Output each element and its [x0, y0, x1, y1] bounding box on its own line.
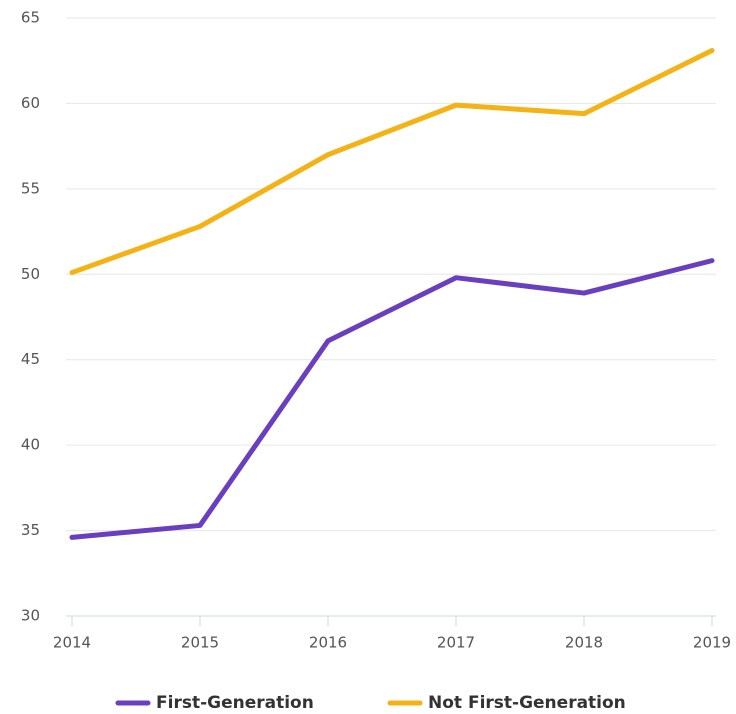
x-tick-label: 2015 — [181, 634, 219, 652]
x-tick-label: 2019 — [693, 634, 731, 652]
x-tick-label: 2016 — [309, 634, 347, 652]
y-tick-label: 50 — [21, 265, 40, 283]
y-tick-label: 40 — [21, 436, 40, 454]
legend-label: First-Generation — [156, 693, 314, 713]
y-tick-label: 55 — [21, 179, 40, 197]
series-line — [69, 258, 715, 540]
y-tick-label: 65 — [21, 9, 40, 27]
x-tick-label: 2018 — [565, 634, 603, 652]
legend-label: Not First-Generation — [428, 693, 626, 713]
y-tick-label: 45 — [21, 350, 40, 368]
series-line — [69, 47, 715, 276]
y-tick-label: 35 — [21, 521, 40, 539]
x-tick-label: 2014 — [53, 634, 91, 652]
x-tick-label: 2017 — [437, 634, 475, 652]
y-tick-label: 30 — [21, 607, 40, 625]
y-tick-label: 60 — [21, 94, 40, 112]
